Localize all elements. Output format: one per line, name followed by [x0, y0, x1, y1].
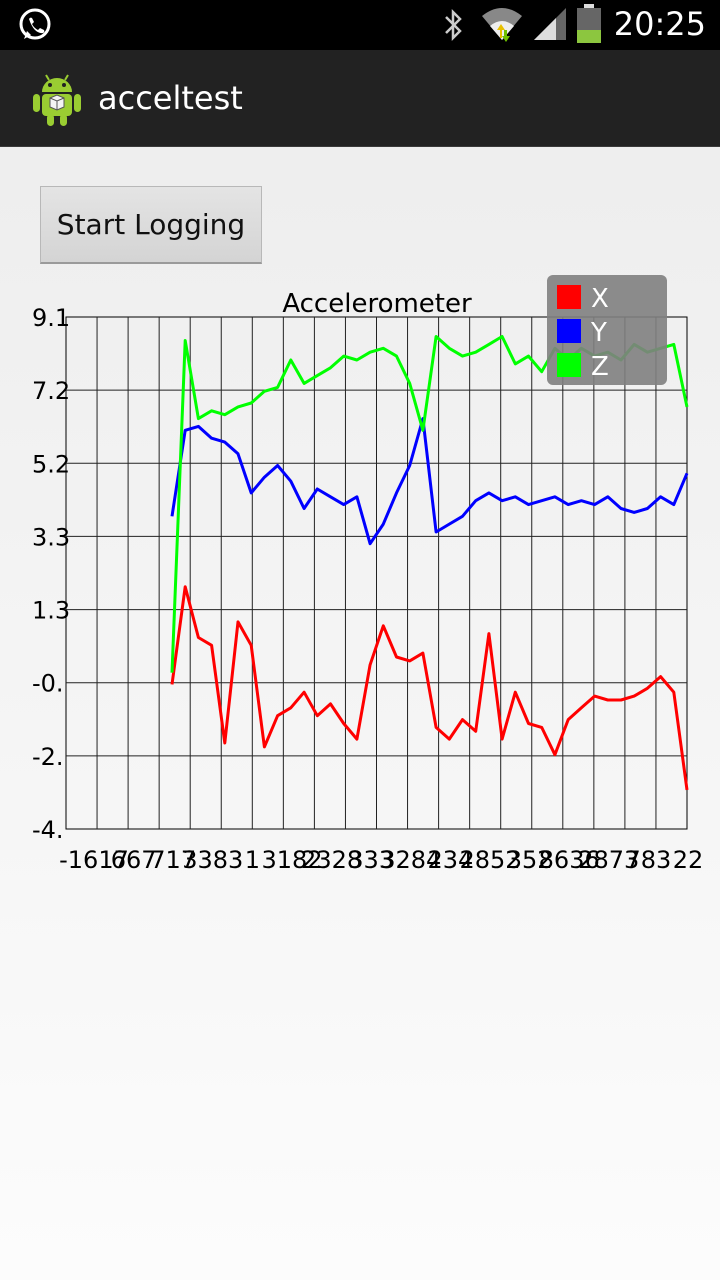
chart-title: Accelerometer	[282, 289, 472, 319]
x-tick-label: 333	[348, 846, 394, 874]
wifi-icon	[482, 8, 522, 42]
x-tick-label: 1	[245, 846, 260, 874]
x-tick-label: 234	[427, 846, 473, 874]
signal-icon	[534, 8, 566, 40]
legend-swatch-y	[557, 319, 581, 343]
x-tick-label: -1617	[59, 846, 129, 874]
y-tick-label: 5.2	[32, 450, 70, 478]
y-tick-label: -4.	[32, 816, 64, 844]
status-time: 20:25	[613, 5, 706, 43]
y-tick-label: 1.3	[32, 597, 70, 625]
y-tick-label: 3.3	[32, 523, 70, 551]
series-line-x	[170, 585, 689, 791]
legend-swatch-z	[557, 353, 581, 377]
y-tick-label: -0.	[32, 670, 64, 698]
y-axis-ticks: 9.1 7.2 5.2 3.3 1.3 -0. -2. -4.	[32, 304, 70, 844]
chart-series	[170, 335, 689, 791]
chart-legend: XYZ	[547, 275, 667, 385]
x-tick-label: 2852	[459, 846, 520, 874]
battery-icon	[577, 4, 601, 43]
x-tick-label: 3383	[182, 846, 243, 874]
x-tick-label: 3182	[261, 846, 322, 874]
x-tick-label: 783	[625, 846, 671, 874]
x-tick-label: 3284	[380, 846, 441, 874]
x-tick-label: 667	[111, 846, 157, 874]
x-tick-label: 2873	[578, 846, 639, 874]
legend-label-x: X	[591, 284, 609, 314]
legend-label-z: Z	[591, 352, 609, 382]
y-tick-label: 9.1	[32, 304, 70, 332]
legend-swatch-x	[557, 285, 581, 309]
x-tick-label: 717	[150, 846, 196, 874]
chart-grid	[65, 316, 688, 830]
action-bar: acceltest	[0, 50, 720, 147]
start-logging-button[interactable]: Start Logging	[40, 186, 262, 264]
x-tick-label: 8636	[539, 846, 600, 874]
y-tick-label: 7.2	[32, 377, 70, 405]
x-tick-label: 22	[673, 846, 704, 874]
status-bar: 20:25	[0, 0, 720, 50]
whatsapp-icon	[19, 8, 51, 40]
app-title: acceltest	[98, 79, 243, 117]
bluetooth-icon	[445, 8, 462, 42]
x-tick-label: 352	[507, 846, 553, 874]
y-tick-label: -2.	[32, 743, 64, 771]
series-line-y	[170, 417, 689, 546]
accelerometer-chart: Accelerometer 9.1 7.2 5.2 3.3 1.3 -0. -2. -4. -…	[32, 275, 703, 874]
android-app-icon[interactable]	[30, 70, 84, 128]
legend-label-y: Y	[590, 318, 607, 348]
series-line-z	[170, 335, 689, 673]
x-tick-label: 2328	[301, 846, 362, 874]
